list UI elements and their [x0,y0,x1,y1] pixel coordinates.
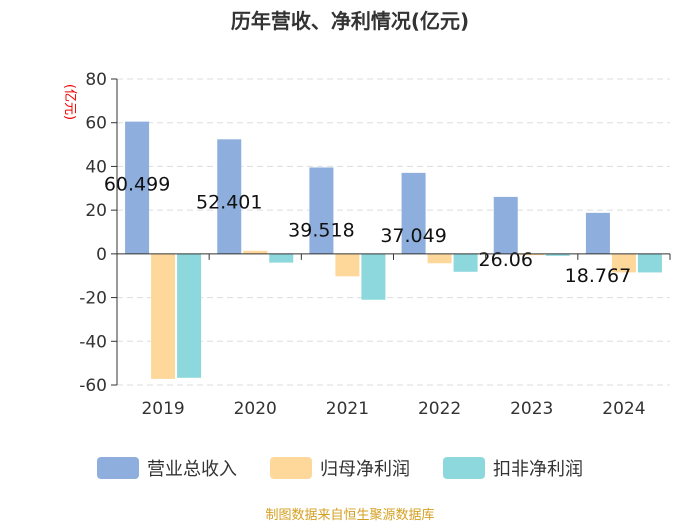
bar-1-2019 [151,253,176,379]
bar-1-2024 [611,253,636,273]
data-label: 26.06 [479,249,533,271]
x-tick-label: 2020 [234,399,277,419]
legend-label: 扣非净利润 [493,459,583,480]
data-label: 18.767 [565,265,631,287]
x-tick-label: 2024 [602,399,645,419]
legend-swatch [97,457,139,479]
data-label: 52.401 [196,191,262,213]
bar-1-2022 [427,253,452,264]
bar-2-2021 [361,253,386,300]
y-tick-label: 0 [96,245,107,265]
y-axis-label: (亿元) [62,84,77,120]
y-tick-label: -60 [79,376,107,396]
y-tick-label: -40 [79,332,107,352]
data-label: 37.049 [380,225,446,247]
data-label: 60.499 [104,174,170,196]
bar-0-2020 [217,139,242,254]
chart-title: 历年营收、净利情况(亿元) [231,9,469,33]
legend-label: 归母净利润 [320,459,410,480]
y-tick-label: 80 [85,70,107,90]
y-tick-label: 60 [85,114,107,134]
bar-0-2023 [493,196,518,254]
x-tick-label: 2022 [418,399,461,419]
y-tick-label: -20 [79,289,107,309]
y-tick-label: 40 [85,157,107,177]
x-tick-label: 2019 [141,399,184,419]
bar-0-2024 [585,212,610,254]
legend-label: 营业总收入 [147,459,237,480]
source-note: 制图数据来自恒生聚源数据库 [265,507,434,523]
bar-0-2022 [401,172,426,254]
bar-2-2019 [177,253,202,378]
data-label: 39.518 [288,219,354,241]
bar-2-2022 [453,253,478,272]
x-tick-label: 2021 [326,399,369,419]
bar-1-2023 [519,253,544,256]
legend-swatch [270,457,312,479]
legend-swatch [443,457,485,479]
bar-0-2019 [125,121,150,254]
x-tick-label: 2023 [510,399,553,419]
bar-2-2020 [269,253,294,263]
bar-2-2024 [637,253,662,273]
y-tick-label: 20 [85,201,107,221]
bar-2-2023 [545,253,570,256]
bar-1-2021 [335,253,360,277]
bar-1-2020 [243,250,268,254]
bar-0-2021 [309,167,334,254]
